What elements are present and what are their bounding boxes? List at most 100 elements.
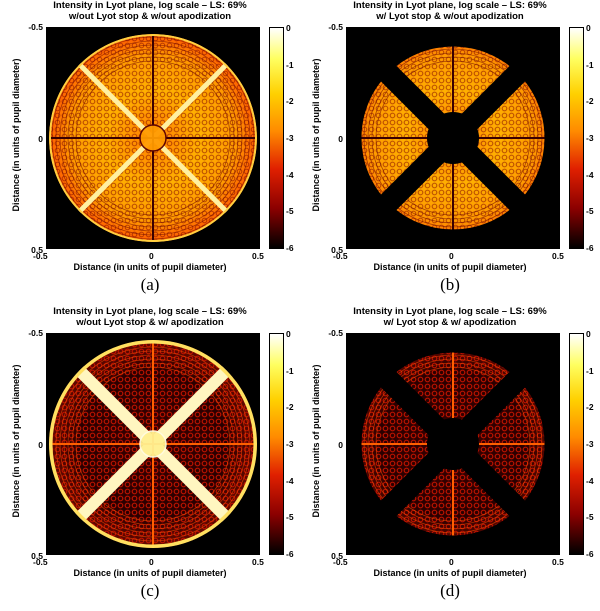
panel-caption: (b) xyxy=(440,275,460,294)
y-tick-label: 0.5 xyxy=(331,551,343,561)
lyot-stop-mask xyxy=(347,28,559,248)
panel-title: Intensity in Lyot plane, log scale – LS:… xyxy=(53,306,247,317)
panel-caption: (a) xyxy=(140,275,160,294)
figure-panel: Intensity in Lyot plane, log scale – LS:… xyxy=(0,0,300,305)
x-tick-label: 0.5 xyxy=(552,251,564,261)
lyot-stop-mask xyxy=(347,334,559,554)
y-tick-label: -0.5 xyxy=(28,328,43,338)
y-tick-label: 0 xyxy=(38,440,43,450)
colorbar-tick-label: -6 xyxy=(286,243,294,253)
heatmap-svg xyxy=(347,28,559,248)
figure-panel: Intensity in Lyot plane, log scale – LS:… xyxy=(300,0,600,305)
colorbar-tick-label: -3 xyxy=(286,133,294,143)
heatmap-svg xyxy=(347,334,559,554)
colorbar-tick-label: -5 xyxy=(286,206,294,217)
y-tick-label: 0 xyxy=(338,440,343,450)
colorbar-tick-label: -4 xyxy=(286,475,294,486)
panel-subtitle: w/ Lyot stop & w/ apodization xyxy=(383,317,517,328)
panel-subtitle: w/out Lyot stop & w/ apodization xyxy=(76,317,224,328)
colorbar-tick-label: -1 xyxy=(286,365,294,376)
y-tick-label: -0.5 xyxy=(328,22,343,32)
heatmap-svg xyxy=(49,340,257,548)
panel-title: Intensity in Lyot plane, log scale – LS:… xyxy=(53,0,247,11)
stop-outer-mask xyxy=(347,28,559,248)
colorbar-tick-label: -1 xyxy=(586,365,594,376)
central-obstruction xyxy=(139,124,167,152)
panel-title: Intensity in Lyot plane, log scale – LS:… xyxy=(353,306,547,317)
stop-center-mask xyxy=(427,112,479,164)
colorbar-tick-label: -2 xyxy=(586,402,594,413)
x-tick-label: 0 xyxy=(149,251,154,261)
colorbar xyxy=(269,333,284,555)
panel-caption: (d) xyxy=(440,581,460,600)
colorbar-tick-label: -5 xyxy=(586,512,594,523)
y-axis-label: Distance (in units of pupil diameter) xyxy=(11,364,21,518)
colorbar-tick-label: -2 xyxy=(286,96,294,107)
y-tick-label: 0.5 xyxy=(31,551,43,561)
colorbar-tick-label: 0 xyxy=(286,329,291,339)
colorbar xyxy=(269,27,284,249)
colorbar-tick-label: -2 xyxy=(586,96,594,107)
y-axis-label: Distance (in units of pupil diameter) xyxy=(311,58,321,212)
x-axis-label: Distance (in units of pupil diameter) xyxy=(73,568,227,578)
colorbar-tick-label: -4 xyxy=(586,475,594,486)
x-tick-label: -0.5 xyxy=(333,557,348,567)
colorbar-tick-label: -4 xyxy=(586,169,594,180)
colorbar-tick-label: -1 xyxy=(586,59,594,70)
heatmap-image xyxy=(46,27,260,249)
figure-panel: Intensity in Lyot plane, log scale – LS:… xyxy=(300,306,600,611)
heatmap-svg xyxy=(49,34,257,242)
colorbar-tick-label: -1 xyxy=(286,59,294,70)
colorbar-tick-label: -6 xyxy=(586,243,594,253)
colorbar-tick-label: -3 xyxy=(586,439,594,449)
x-tick-label: -0.5 xyxy=(33,251,48,261)
heatmap-image xyxy=(46,333,260,555)
stop-center-mask xyxy=(427,418,479,470)
x-axis-label: Distance (in units of pupil diameter) xyxy=(373,262,527,272)
x-tick-label: 0.5 xyxy=(252,557,264,567)
colorbar xyxy=(569,333,584,555)
x-tick-label: 0 xyxy=(149,557,154,567)
x-tick-label: 0 xyxy=(449,557,454,567)
panel-subtitle: w/ Lyot stop & w/out apodization xyxy=(376,11,524,22)
x-axis-label: Distance (in units of pupil diameter) xyxy=(73,262,227,272)
heatmap-image xyxy=(346,333,560,555)
y-tick-label: 0 xyxy=(38,134,43,144)
central-obstruction xyxy=(139,430,167,458)
panel-subtitle: w/out Lyot stop & w/out apodization xyxy=(68,11,232,22)
colorbar-tick-label: -3 xyxy=(586,133,594,143)
colorbar-tick-label: -6 xyxy=(286,549,294,559)
outer-rim xyxy=(49,34,257,242)
y-axis-label: Distance (in units of pupil diameter) xyxy=(11,58,21,212)
colorbar-tick-label: 0 xyxy=(286,23,291,33)
x-tick-label: -0.5 xyxy=(333,251,348,261)
colorbar-tick-label: -4 xyxy=(286,169,294,180)
colorbar-tick-label: -5 xyxy=(586,206,594,217)
heatmap-image xyxy=(346,27,560,249)
panel-title: Intensity in Lyot plane, log scale – LS:… xyxy=(353,0,547,11)
x-axis-label: Distance (in units of pupil diameter) xyxy=(373,568,527,578)
y-tick-label: -0.5 xyxy=(328,328,343,338)
x-tick-label: -0.5 xyxy=(33,557,48,567)
colorbar-tick-label: -3 xyxy=(286,439,294,449)
panel-caption: (c) xyxy=(140,581,160,600)
y-tick-label: 0 xyxy=(338,134,343,144)
colorbar-tick-label: 0 xyxy=(586,23,591,33)
stop-outer-mask xyxy=(347,334,559,554)
colorbar-tick-label: 0 xyxy=(586,329,591,339)
y-tick-label: -0.5 xyxy=(28,22,43,32)
y-axis-label: Distance (in units of pupil diameter) xyxy=(311,364,321,518)
colorbar-tick-label: -2 xyxy=(286,402,294,413)
outer-rim xyxy=(49,340,257,548)
x-tick-label: 0.5 xyxy=(252,251,264,261)
pupil-image xyxy=(49,340,257,548)
y-tick-label: 0.5 xyxy=(331,245,343,255)
figure-panel: Intensity in Lyot plane, log scale – LS:… xyxy=(0,306,300,611)
colorbar xyxy=(569,27,584,249)
colorbar-tick-label: -6 xyxy=(586,549,594,559)
colorbar-tick-label: -5 xyxy=(286,512,294,523)
x-tick-label: 0 xyxy=(449,251,454,261)
y-tick-label: 0.5 xyxy=(31,245,43,255)
pupil-image xyxy=(49,34,257,242)
x-tick-label: 0.5 xyxy=(552,557,564,567)
